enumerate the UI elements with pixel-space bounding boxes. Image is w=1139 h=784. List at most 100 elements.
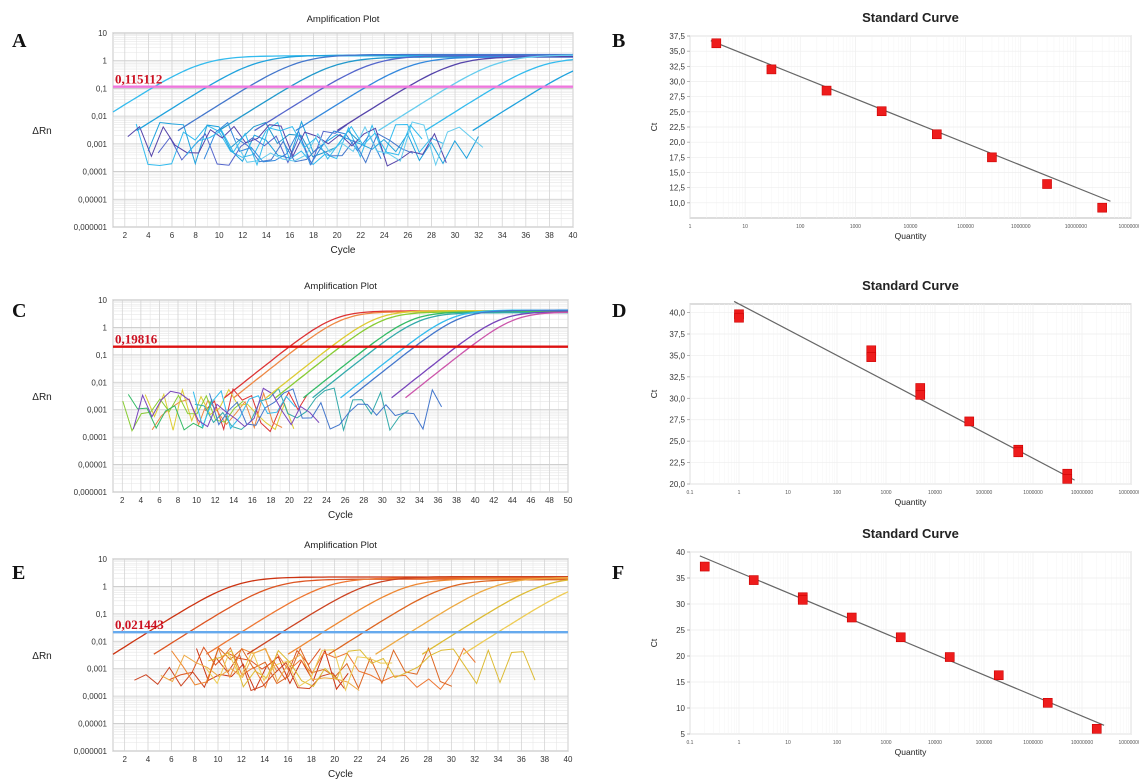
data-point — [876, 106, 887, 117]
data-point — [932, 129, 942, 140]
x-tick-label: 16 — [284, 755, 293, 764]
amplification-curve — [472, 70, 574, 132]
data-point — [711, 38, 722, 49]
data-point — [1091, 723, 1102, 734]
y-tick-label: 0,01 — [91, 378, 107, 387]
data-point — [797, 595, 808, 605]
y-tick-label: 0,1 — [96, 610, 108, 619]
plot-area — [112, 558, 569, 752]
y-tick-label: 32,5 — [669, 373, 685, 382]
amplification-curve — [287, 578, 568, 655]
y-tick-label: 12,5 — [669, 184, 685, 193]
plot-title: Amplification Plot — [304, 540, 377, 551]
x-tick-label: 20 — [285, 496, 294, 505]
x-tick-label: 12 — [237, 755, 246, 764]
amplification-curve — [302, 311, 568, 399]
y-tick-label: 0,00001 — [78, 461, 107, 470]
x-tick-label: 12 — [211, 496, 220, 505]
x-tick-label: 40 — [564, 755, 573, 764]
baseline-noise-trace — [208, 648, 536, 688]
y-tick-label: 20 — [676, 652, 685, 661]
x-tick-label: 1 — [738, 740, 741, 746]
y-tick-label: 22,5 — [669, 459, 685, 468]
data-point — [964, 416, 975, 427]
x-tick-label: 28 — [424, 755, 433, 764]
y-tick-label: 37,5 — [669, 330, 685, 339]
y-tick-label: 0,000001 — [74, 747, 108, 756]
x-tick-label: 10000 — [928, 740, 942, 746]
y-tick-label: 25,0 — [669, 108, 685, 117]
x-tick-label: 18 — [266, 496, 275, 505]
x-tick-label: 10000 — [928, 490, 942, 496]
amplification-curve — [349, 309, 568, 399]
threshold-label: 0,115112 — [115, 72, 162, 87]
y-tick-label: 10,0 — [669, 199, 685, 208]
x-tick-label: 18 — [307, 755, 316, 764]
x-axis-label: Cycle — [328, 769, 353, 780]
x-tick-label: 22 — [354, 755, 363, 764]
x-tick-label: 6 — [157, 496, 162, 505]
x-tick-label: 100000000 — [1118, 224, 1139, 230]
x-tick-label: 0.1 — [687, 740, 694, 746]
panel-letter-a: A — [12, 30, 27, 52]
baseline-noise-trace — [168, 646, 321, 681]
x-tick-label: 10 — [742, 224, 748, 230]
x-tick-label: 36 — [521, 231, 530, 240]
x-axis-label: Quantity — [895, 497, 927, 507]
x-tick-label: 20 — [330, 755, 339, 764]
x-tick-label: 0.1 — [687, 490, 694, 496]
x-tick-label: 32 — [396, 496, 405, 505]
y-axis-label: Ct — [649, 389, 659, 398]
x-tick-label: 1000 — [880, 490, 891, 496]
x-tick-label: 14 — [262, 231, 271, 240]
data-point — [1097, 202, 1107, 213]
x-tick-label: 10000000 — [1065, 224, 1087, 230]
baseline-noise-trace — [185, 124, 423, 167]
y-tick-label: 10 — [676, 704, 685, 713]
x-tick-label: 100 — [833, 490, 842, 496]
y-tick-label: 1 — [103, 57, 108, 66]
standard-curve-b: 10,0 12,5 15,0 17,5 20,0 22,5 25,0 27,5 30,0 32,5… — [649, 10, 1139, 241]
x-tick-label: 14 — [260, 755, 269, 764]
y-axis-label: ΔRn — [32, 651, 51, 662]
amplification-curve — [421, 579, 569, 655]
panel-letter-d: D — [612, 300, 627, 322]
y-tick-label: 27,5 — [669, 416, 685, 425]
x-tick-label: 44 — [508, 496, 517, 505]
x-axis-label: Quantity — [895, 747, 927, 757]
y-tick-label: 0,001 — [87, 406, 108, 415]
y-tick-label: 0,000001 — [74, 488, 108, 497]
y-tick-label: 30,0 — [669, 78, 685, 87]
data-point — [1042, 179, 1052, 189]
x-tick-label: 22 — [304, 496, 313, 505]
y-tick-label: 40 — [676, 548, 685, 557]
data-point — [846, 612, 857, 623]
y-tick-label: 37,5 — [669, 32, 685, 41]
y-tick-label: 15,0 — [669, 169, 685, 178]
y-tick-label: 15 — [676, 678, 685, 687]
x-tick-label: 2 — [122, 755, 127, 764]
y-tick-label: 30 — [676, 600, 685, 609]
y-tick-label: 17,5 — [669, 153, 685, 162]
data-point — [993, 670, 1004, 681]
x-tick-label: 100000 — [957, 224, 974, 230]
x-tick-label: 6 — [169, 755, 174, 764]
x-tick-label: 10000000 — [1071, 490, 1093, 496]
y-axis-label: Ct — [649, 122, 659, 131]
amplification-curve — [378, 54, 574, 132]
x-tick-label: 12 — [238, 231, 247, 240]
data-point — [1042, 697, 1053, 708]
x-tick-label: 100000000 — [1118, 490, 1139, 496]
standard-curve-f: 5 10 15 20 25 30 35 40 0.1 1 10 100 1000 10000 100000 1… — [649, 526, 1139, 757]
x-tick-label: 50 — [564, 496, 573, 505]
x-tick-label: 42 — [489, 496, 498, 505]
baseline-noise-trace — [127, 394, 213, 431]
x-tick-label: 10 — [192, 496, 201, 505]
data-point — [915, 390, 926, 400]
y-tick-label: 0,01 — [91, 637, 107, 646]
x-tick-label: 40 — [471, 496, 480, 505]
y-tick-label: 1 — [103, 323, 108, 332]
x-tick-label: 34 — [498, 231, 507, 240]
data-point — [895, 632, 906, 643]
